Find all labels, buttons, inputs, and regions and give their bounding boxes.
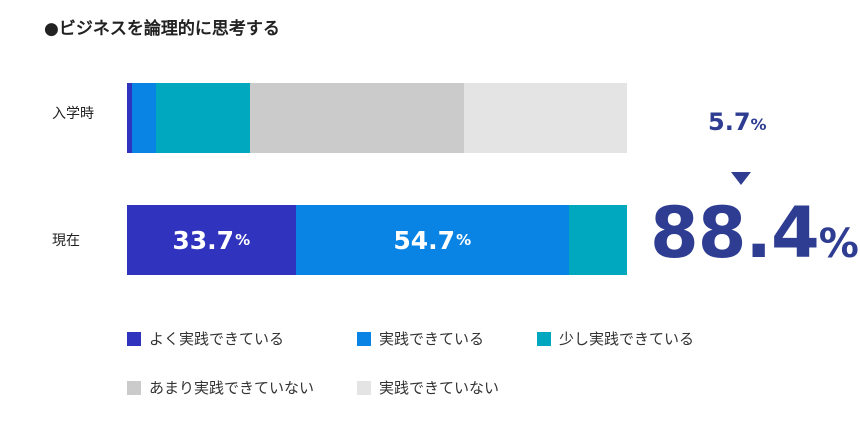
legend-item: 実践できている <box>357 328 537 349</box>
legend-swatch <box>127 380 141 395</box>
legend-swatch <box>357 380 371 395</box>
bar-segment-1: 54.7% <box>295 205 569 275</box>
bar-now: 33.7% 54.7% <box>127 205 627 275</box>
row-label-before: 入学時 <box>52 106 94 122</box>
data-label-unit: % <box>456 231 472 249</box>
data-label: 54.7 <box>393 225 456 255</box>
data-label: 33.7 <box>172 225 235 255</box>
bar-before <box>127 83 627 153</box>
down-arrow-icon <box>731 172 751 185</box>
legend: よく実践できている 実践できている 少し実践できているあまり実践できていない 実践でき… <box>127 328 747 398</box>
bar-segment-2 <box>569 205 627 275</box>
legend-item: 少し実践できている <box>537 328 747 349</box>
legend-label: 少し実践できている <box>559 330 695 348</box>
legend-item: 実践できていない <box>357 377 557 398</box>
legend-swatch <box>537 331 551 346</box>
bar-segment-0: 33.7% <box>127 205 296 275</box>
bar-segment-0 <box>127 83 132 153</box>
bar-segment-1 <box>132 83 156 153</box>
row-label-now: 現在 <box>52 233 80 249</box>
data-label-unit: % <box>235 231 251 249</box>
legend-swatch <box>127 331 141 346</box>
bar-segment-2 <box>155 83 250 153</box>
bar-segment-4 <box>463 83 627 153</box>
after-total-label: 88.4% <box>650 192 859 274</box>
legend-label: 実践できている <box>379 330 485 348</box>
bar-segment-3 <box>249 83 464 153</box>
legend-label: よく実践できている <box>149 330 285 348</box>
chart-title: ●ビジネスを論理的に思考する <box>44 19 280 39</box>
legend-item: よく実践できている <box>127 328 357 349</box>
legend-item: あまり実践できていない <box>127 377 357 398</box>
before-total-label: 5.7% <box>708 108 767 136</box>
legend-label: あまり実践できていない <box>149 379 315 397</box>
legend-swatch <box>357 331 371 346</box>
legend-label: 実践できていない <box>379 379 500 397</box>
